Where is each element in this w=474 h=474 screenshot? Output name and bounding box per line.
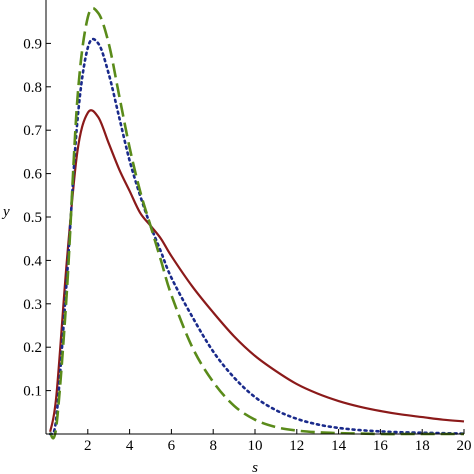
x-tick-label: 16 [373, 438, 389, 454]
x-tick-label: 6 [168, 438, 176, 454]
x-tick-label: 14 [331, 438, 347, 454]
y-tick-label: 0.7 [23, 123, 42, 139]
y-axis-ticks: 0.1 0.2 0.3 0.4 0.5 0.6 0.7 0.8 0.9 [23, 36, 51, 400]
y-tick-label: 0.9 [23, 36, 42, 52]
y-tick-label: 0.5 [23, 210, 42, 226]
y-tick-label: 0.1 [23, 384, 42, 400]
series-line-dotted [48, 37, 466, 436]
y-tick-label: 0.4 [23, 253, 42, 269]
y-tick-label: 0.6 [23, 167, 42, 183]
y-tick-label: 0.8 [23, 80, 42, 96]
y-tick-label: 0.2 [23, 340, 42, 356]
plot-curves [48, 6, 466, 440]
x-axis-ticks: 2 4 6 8 10 12 14 16 18 20 [84, 429, 472, 454]
x-tick-label: 18 [415, 438, 430, 454]
x-axis-title: s [252, 460, 258, 474]
series-line-dashed [48, 6, 464, 440]
y-tick-label: 0.3 [23, 297, 42, 313]
y-axis-title: y [1, 204, 10, 220]
x-tick-label: 8 [209, 438, 217, 454]
series-line-solid [49, 109, 465, 433]
x-tick-label: 2 [84, 438, 92, 454]
x-tick-label: 12 [289, 438, 304, 454]
x-tick-label: 4 [126, 438, 134, 454]
x-tick-label: 20 [457, 438, 472, 454]
x-tick-label: 10 [248, 438, 263, 454]
